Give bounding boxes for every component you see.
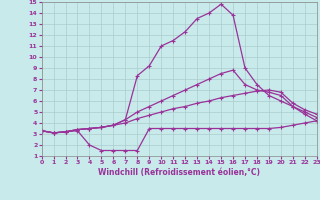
X-axis label: Windchill (Refroidissement éolien,°C): Windchill (Refroidissement éolien,°C) bbox=[98, 168, 260, 177]
